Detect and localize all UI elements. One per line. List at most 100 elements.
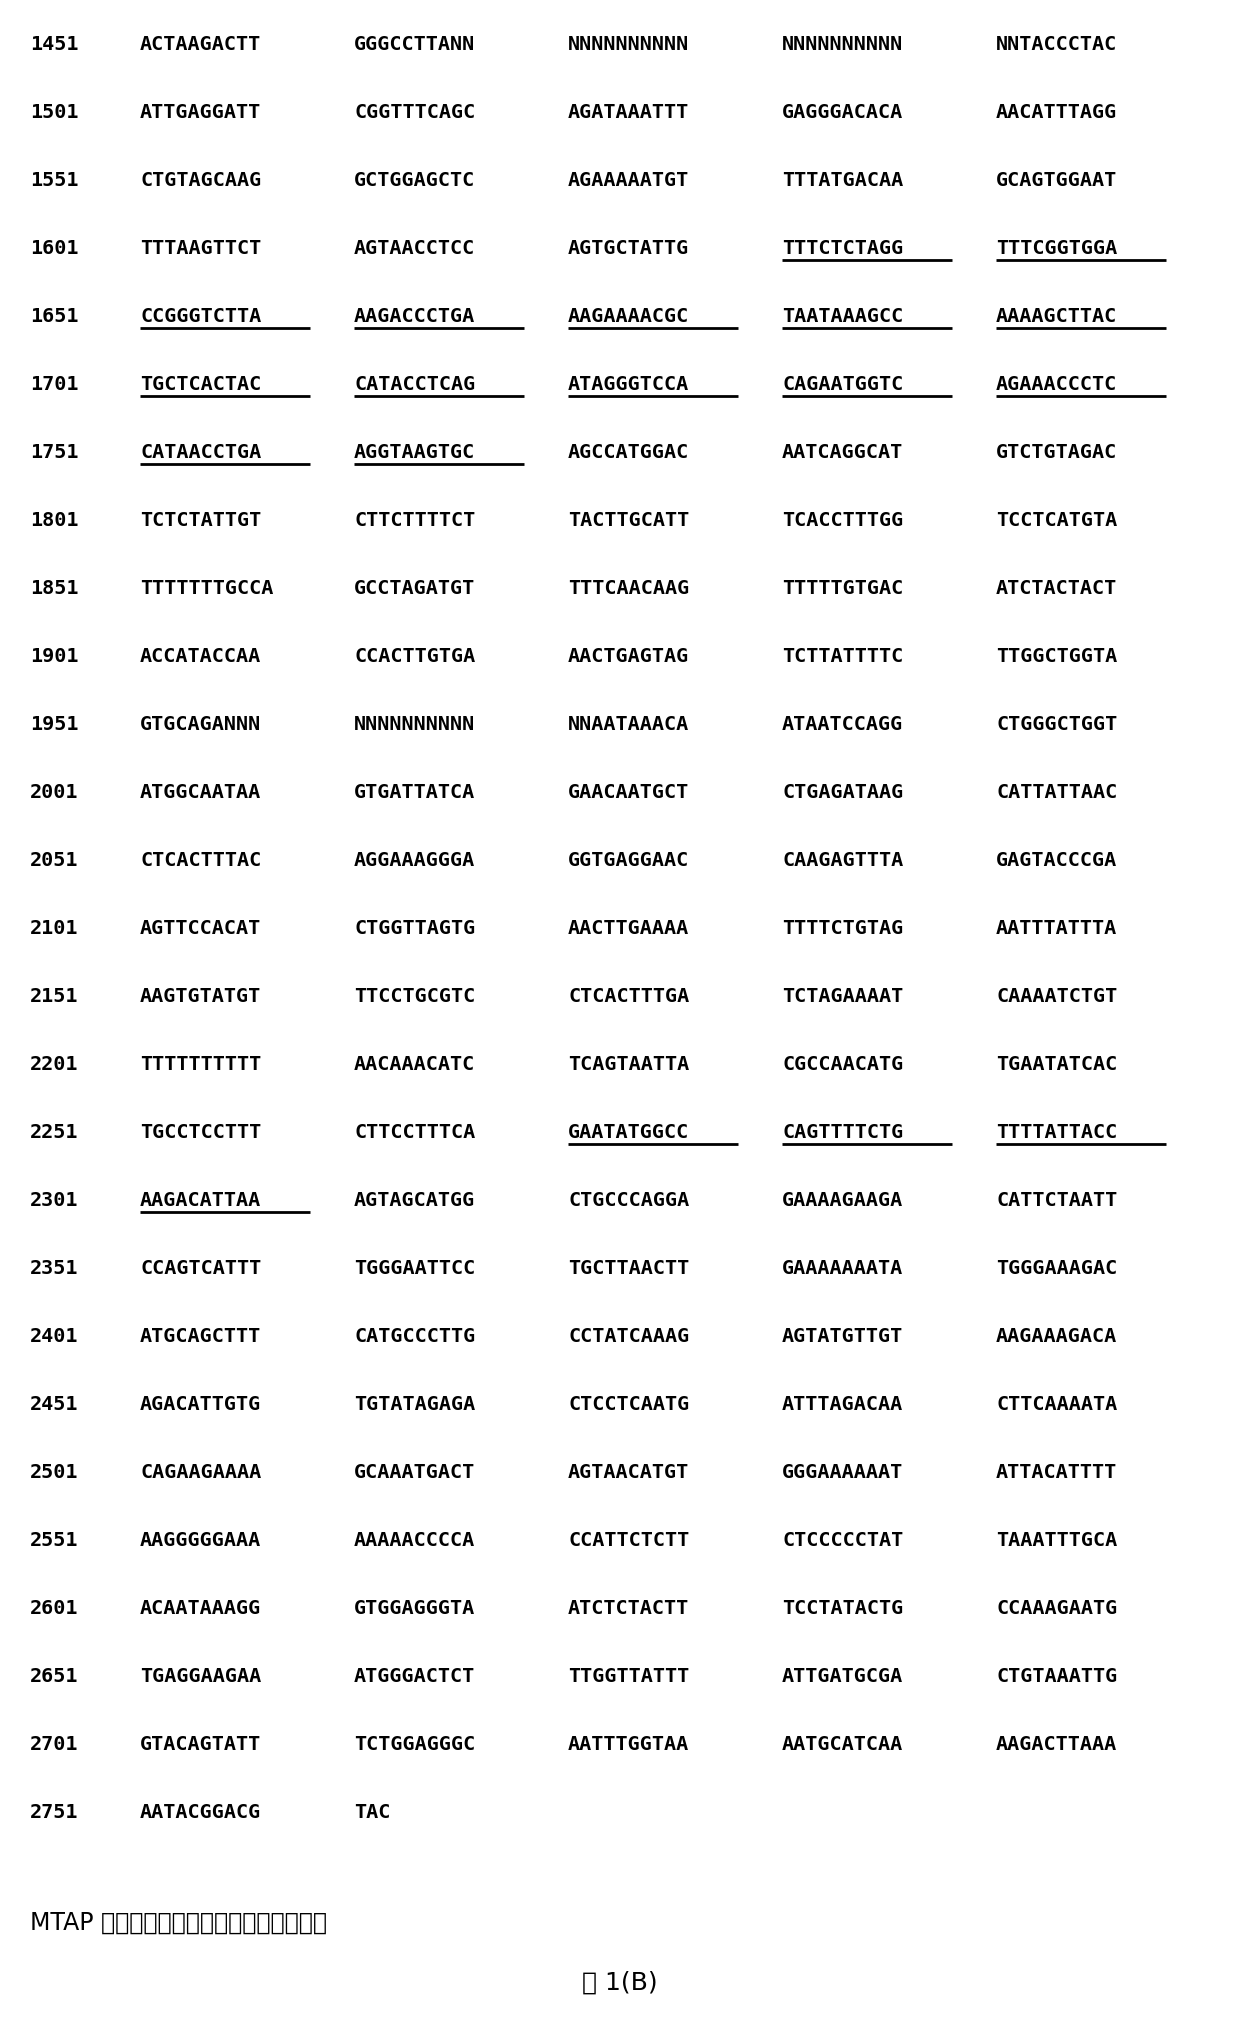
Text: 2501: 2501 (30, 1462, 78, 1482)
Text: AGTTCCACAT: AGTTCCACAT (140, 920, 262, 938)
Text: CGGTTTCAGC: CGGTTTCAGC (353, 104, 475, 122)
Text: TGAGGAAGAA: TGAGGAAGAA (140, 1666, 262, 1686)
Text: CCAAAGAATG: CCAAAGAATG (996, 1599, 1117, 1617)
Text: TGTATAGAGA: TGTATAGAGA (353, 1395, 475, 1413)
Text: AATTTATTTA: AATTTATTTA (996, 920, 1117, 938)
Text: 1951: 1951 (30, 716, 78, 734)
Text: AATGCATCAA: AATGCATCAA (782, 1735, 903, 1754)
Text: CTCACTTTAC: CTCACTTTAC (140, 850, 262, 871)
Text: TCACCTTTGG: TCACCTTTGG (782, 512, 903, 530)
Text: AAGACATTAA: AAGACATTAA (140, 1191, 262, 1209)
Text: GTACAGTATT: GTACAGTATT (140, 1735, 262, 1754)
Text: AAGACTTAAA: AAGACTTAAA (996, 1735, 1117, 1754)
Text: TCAGTAATTA: TCAGTAATTA (568, 1054, 689, 1075)
Text: AGGAAAGGGA: AGGAAAGGGA (353, 850, 475, 871)
Text: AACATTTAGG: AACATTTAGG (996, 104, 1117, 122)
Text: ATTTAGACAA: ATTTAGACAA (782, 1395, 903, 1413)
Text: GGGAAAAAAT: GGGAAAAAAT (782, 1462, 903, 1482)
Text: TTGGTTATTT: TTGGTTATTT (568, 1666, 689, 1686)
Text: TTTTCTGTAG: TTTTCTGTAG (782, 920, 903, 938)
Text: 2701: 2701 (30, 1735, 78, 1754)
Text: 2451: 2451 (30, 1395, 78, 1413)
Text: CTGTAGCAAG: CTGTAGCAAG (140, 171, 262, 190)
Text: AACAAACATC: AACAAACATC (353, 1054, 475, 1075)
Text: 2301: 2301 (30, 1191, 78, 1209)
Text: AAGTGTATGT: AAGTGTATGT (140, 987, 262, 1005)
Text: CCAGTCATTT: CCAGTCATTT (140, 1258, 262, 1278)
Text: TTTTTTTGCCA: TTTTTTTGCCA (140, 579, 273, 597)
Text: GAAAAGAAGA: GAAAAGAAGA (782, 1191, 903, 1209)
Text: TGCCTCCTTT: TGCCTCCTTT (140, 1123, 262, 1142)
Text: GAGTACCCGA: GAGTACCCGA (996, 850, 1117, 871)
Text: 1501: 1501 (30, 104, 78, 122)
Text: GGTGAGGAAC: GGTGAGGAAC (568, 850, 689, 871)
Text: CTGTAAATTG: CTGTAAATTG (996, 1666, 1117, 1686)
Text: CATTCTAATT: CATTCTAATT (996, 1191, 1117, 1209)
Text: AGACATTGTG: AGACATTGTG (140, 1395, 262, 1413)
Text: GCCTAGATGT: GCCTAGATGT (353, 579, 475, 597)
Text: GAAAAAAATA: GAAAAAAATA (782, 1258, 903, 1278)
Text: 图 1(B): 图 1(B) (583, 1970, 657, 1994)
Text: GAACAATGCT: GAACAATGCT (568, 783, 689, 801)
Text: 2751: 2751 (30, 1802, 78, 1821)
Text: AGTAGCATGG: AGTAGCATGG (353, 1191, 475, 1209)
Text: 2401: 2401 (30, 1327, 78, 1346)
Text: CATTATTAAC: CATTATTAAC (996, 783, 1117, 801)
Text: TTTCAACAAG: TTTCAACAAG (568, 579, 689, 597)
Text: MTAP 基因的基因组序列，划线处为外显子: MTAP 基因的基因组序列，划线处为外显子 (30, 1911, 327, 1935)
Text: 2651: 2651 (30, 1666, 78, 1686)
Text: TGAATATCAC: TGAATATCAC (996, 1054, 1117, 1075)
Text: ATTGAGGATT: ATTGAGGATT (140, 104, 262, 122)
Text: AATACGGACG: AATACGGACG (140, 1802, 262, 1821)
Text: 2151: 2151 (30, 987, 78, 1005)
Text: GTGCAGANNN: GTGCAGANNN (140, 716, 262, 734)
Text: TTTCGGTGGA: TTTCGGTGGA (996, 239, 1117, 259)
Text: 1901: 1901 (30, 646, 78, 667)
Text: 1451: 1451 (30, 35, 78, 55)
Text: CATACCTCAG: CATACCTCAG (353, 375, 475, 394)
Text: TTTCTCTAGG: TTTCTCTAGG (782, 239, 903, 259)
Text: 1751: 1751 (30, 442, 78, 463)
Text: ATTGATGCGA: ATTGATGCGA (782, 1666, 903, 1686)
Text: 1701: 1701 (30, 375, 78, 394)
Text: TCCTATACTG: TCCTATACTG (782, 1599, 903, 1617)
Text: GAGGGACACA: GAGGGACACA (782, 104, 903, 122)
Text: CTGGTTAGTG: CTGGTTAGTG (353, 920, 475, 938)
Text: ATGGCAATAA: ATGGCAATAA (140, 783, 262, 801)
Text: 1551: 1551 (30, 171, 78, 190)
Text: TGGGAAAGAC: TGGGAAAGAC (996, 1258, 1117, 1278)
Text: AATCAGGCAT: AATCAGGCAT (782, 442, 903, 463)
Text: CGCCAACATG: CGCCAACATG (782, 1054, 903, 1075)
Text: 2251: 2251 (30, 1123, 78, 1142)
Text: NNAATAAACA: NNAATAAACA (568, 716, 689, 734)
Text: TTGGCTGGTA: TTGGCTGGTA (996, 646, 1117, 667)
Text: 1851: 1851 (30, 579, 78, 597)
Text: 2201: 2201 (30, 1054, 78, 1075)
Text: ATCTCTACTT: ATCTCTACTT (568, 1599, 689, 1617)
Text: CTGCCCAGGA: CTGCCCAGGA (568, 1191, 689, 1209)
Text: GAATATGGCC: GAATATGGCC (568, 1123, 689, 1142)
Text: ACTAAGACTT: ACTAAGACTT (140, 35, 262, 55)
Text: GTGGAGGGTA: GTGGAGGGTA (353, 1599, 475, 1617)
Text: CTCACTTTGA: CTCACTTTGA (568, 987, 689, 1005)
Text: 1601: 1601 (30, 239, 78, 259)
Text: CTGAGATAAG: CTGAGATAAG (782, 783, 903, 801)
Text: CTGGGCTGGT: CTGGGCTGGT (996, 716, 1117, 734)
Text: CTCCTCAATG: CTCCTCAATG (568, 1395, 689, 1413)
Text: AAAAGCTTAC: AAAAGCTTAC (996, 308, 1117, 326)
Text: TACTTGCATT: TACTTGCATT (568, 512, 689, 530)
Text: TTTTATTACC: TTTTATTACC (996, 1123, 1117, 1142)
Text: AGAAACCCTC: AGAAACCCTC (996, 375, 1117, 394)
Text: TGCTCACTAC: TGCTCACTAC (140, 375, 262, 394)
Text: TTTATGACAA: TTTATGACAA (782, 171, 903, 190)
Text: AGTAACCTCC: AGTAACCTCC (353, 239, 475, 259)
Text: TAATAAAGCC: TAATAAAGCC (782, 308, 903, 326)
Text: GCAAATGACT: GCAAATGACT (353, 1462, 475, 1482)
Text: 1651: 1651 (30, 308, 78, 326)
Text: CCTATCAAAG: CCTATCAAAG (568, 1327, 689, 1346)
Text: CTTCTTTTCT: CTTCTTTTCT (353, 512, 475, 530)
Text: ATAGGGTCCA: ATAGGGTCCA (568, 375, 689, 394)
Text: CAGAAGAAAA: CAGAAGAAAA (140, 1462, 262, 1482)
Text: AATTTGGTAA: AATTTGGTAA (568, 1735, 689, 1754)
Text: TAC: TAC (353, 1802, 391, 1821)
